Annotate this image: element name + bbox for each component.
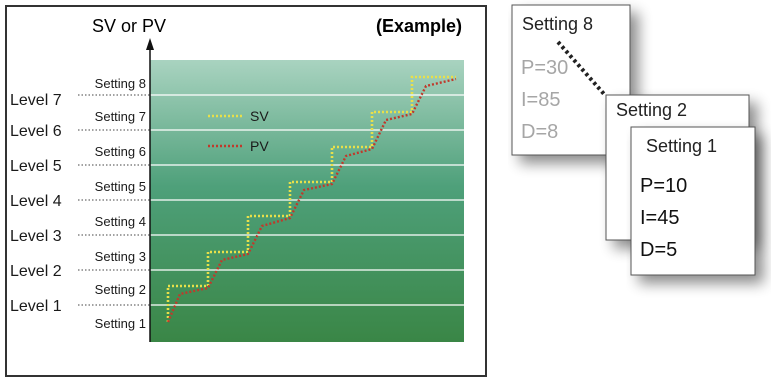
level-label-3: Level 3 — [10, 228, 62, 245]
card-setting-8-d: D=8 — [521, 121, 558, 143]
setting-label-2: Setting 2 — [95, 282, 146, 297]
card-setting-1-title: Setting 1 — [646, 136, 717, 156]
setting-label-3: Setting 3 — [95, 249, 146, 264]
y-axis-arrow — [146, 38, 154, 50]
card-setting-2-title: Setting 2 — [616, 100, 687, 120]
card-setting-8-i: I=85 — [521, 89, 560, 111]
card-setting-8-title: Setting 8 — [522, 14, 593, 34]
level-label-1: Level 1 — [10, 298, 62, 315]
legend: SV PV — [208, 108, 269, 154]
setting-label-4: Setting 4 — [95, 214, 146, 229]
example-label: (Example) — [376, 16, 462, 36]
card-setting-1 — [630, 126, 756, 276]
plot-area — [150, 60, 464, 342]
band-lines — [150, 94, 464, 306]
card-setting-8-p: P=30 — [521, 57, 568, 79]
pv-line — [166, 77, 457, 323]
y-axis-label: SV or PV — [92, 16, 166, 36]
setting-label-5: Setting 5 — [95, 179, 146, 194]
legend-sv-label: SV — [250, 108, 269, 124]
card-setting-1-d: D=5 — [640, 239, 677, 261]
setting-label-8: Setting 8 — [95, 76, 146, 91]
level-label-4: Level 4 — [10, 193, 62, 210]
card-setting-1-p: P=10 — [640, 175, 687, 197]
setting-label-7: Setting 7 — [95, 109, 146, 124]
level-label-2: Level 2 — [10, 263, 62, 280]
card-setting-1-i: I=45 — [640, 207, 679, 229]
level-label-6: Level 6 — [10, 123, 62, 140]
legend-pv-label: PV — [250, 138, 269, 154]
setting-label-1: Setting 1 — [95, 316, 146, 331]
level-label-5: Level 5 — [10, 158, 62, 175]
sv-line — [166, 75, 456, 322]
level-label-7: Level 7 — [10, 92, 62, 109]
setting-label-6: Setting 6 — [95, 144, 146, 159]
level-separators — [78, 94, 150, 306]
